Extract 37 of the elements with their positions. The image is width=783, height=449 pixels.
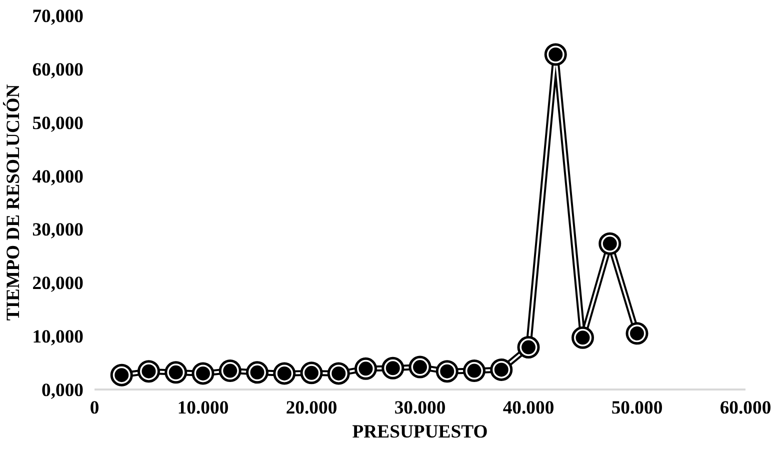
point	[626, 322, 648, 345]
point	[382, 356, 404, 380]
point	[300, 362, 323, 384]
y-tick-label: 30,000	[32, 220, 84, 241]
point	[517, 336, 540, 359]
point	[110, 364, 133, 386]
y-tick-label: 50,000	[32, 112, 84, 134]
y-tick-label: 10,000	[32, 326, 84, 348]
point	[192, 362, 214, 385]
point	[327, 362, 350, 385]
x-tick-label: 60.000	[720, 398, 772, 418]
y-tick-label: 0,000	[42, 380, 84, 401]
x-tick-label: 50.000	[611, 398, 663, 418]
x-tick-label: 20.000	[286, 398, 338, 418]
point	[218, 360, 242, 382]
x-tick-label: 0	[90, 398, 100, 418]
y-tick-label: 70,000	[32, 6, 84, 27]
x-tick-label: 10.000	[177, 398, 229, 418]
point	[544, 43, 567, 66]
point	[246, 361, 268, 384]
point	[490, 358, 513, 381]
x-axis-title: PRESUPUESTO	[352, 422, 488, 442]
point	[408, 356, 432, 378]
point	[463, 360, 486, 382]
point	[164, 361, 188, 384]
y-axis-title: TIEMPO DE RESOLUCIÓN	[2, 84, 24, 321]
y-tick-label: 40,000	[32, 166, 84, 188]
x-tick-label: 40.000	[502, 398, 554, 418]
x-tick-label: 30.000	[394, 398, 446, 418]
point	[354, 357, 377, 380]
point	[138, 360, 160, 383]
y-tick-label: 60,000	[32, 59, 84, 80]
point	[273, 362, 296, 385]
y-tick-label: 20,000	[32, 273, 84, 294]
point	[436, 360, 458, 383]
point	[598, 232, 622, 255]
point	[572, 326, 594, 349]
